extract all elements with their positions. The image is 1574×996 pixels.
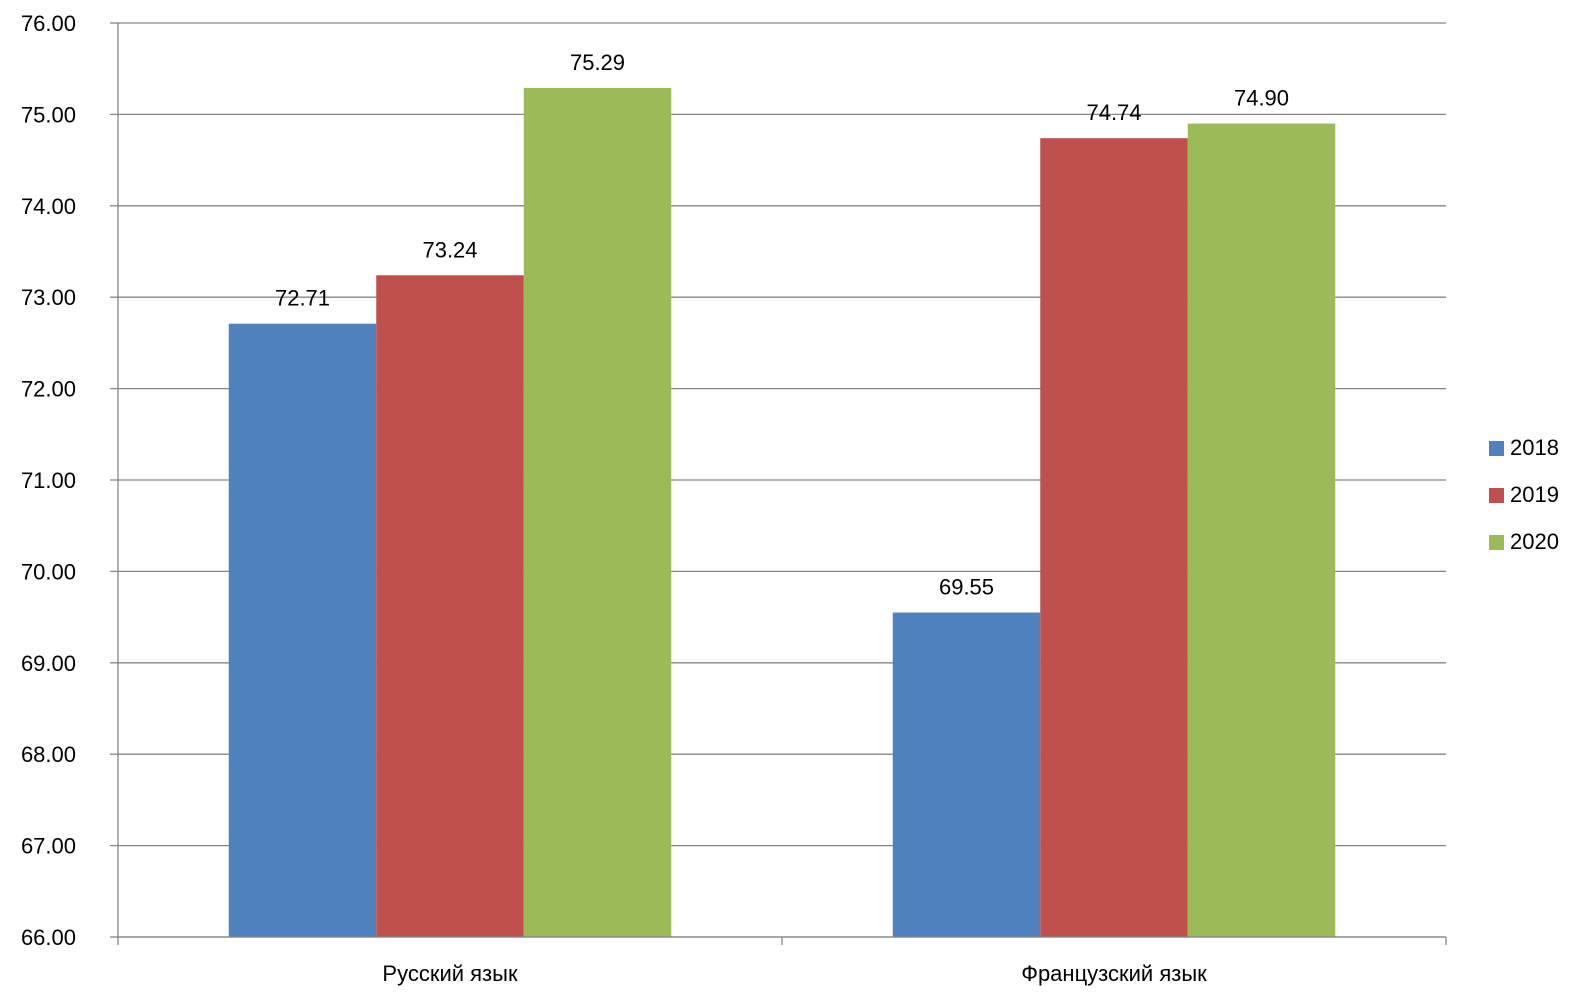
legend-swatch-2019 (1489, 488, 1504, 503)
legend: 2018 2019 2020 (1489, 435, 1559, 554)
data-label: 75.29 (570, 50, 625, 75)
legend-swatch-2018 (1489, 441, 1504, 456)
y-tick-label: 74.00 (21, 194, 76, 219)
bars (228, 87, 1336, 938)
bar-2019-russian (376, 275, 524, 937)
bar-2020-russian (523, 87, 672, 938)
y-tick-label: 73.00 (21, 285, 76, 310)
y-tick-label: 71.00 (21, 468, 76, 493)
bar-2018-russian (228, 323, 377, 937)
data-label: 72.71 (275, 286, 330, 311)
y-tick-label: 68.00 (21, 742, 76, 767)
y-tick-label: 67.00 (21, 834, 76, 859)
y-tick-label: 76.00 (21, 11, 76, 36)
data-label: 74.74 (1086, 100, 1141, 125)
legend-label-2019: 2019 (1510, 482, 1559, 507)
axes: 66.00 67.00 68.00 69.00 70.00 71.00 72.00 73.00… (21, 11, 1447, 986)
bar-2020-french (1187, 123, 1336, 938)
x-category-label: Французский язык (1021, 961, 1207, 986)
data-labels: 72.71 73.24 75.29 69.55 74.74 74.90 (275, 50, 1289, 600)
y-tick-label: 72.00 (21, 377, 76, 402)
data-label: 74.90 (1234, 86, 1289, 111)
legend-label-2020: 2020 (1510, 529, 1559, 554)
data-label: 69.55 (939, 575, 994, 600)
y-tick-label: 69.00 (21, 651, 76, 676)
data-label: 73.24 (422, 237, 477, 262)
bar-2018-french (892, 612, 1041, 937)
y-tick-label: 70.00 (21, 559, 76, 584)
y-tick-label: 75.00 (21, 102, 76, 127)
legend-swatch-2020 (1489, 535, 1504, 550)
y-tick-label: 66.00 (21, 925, 76, 950)
legend-label-2018: 2018 (1510, 435, 1559, 460)
x-category-label: Русский язык (382, 961, 518, 986)
bar-2019-french (1040, 138, 1188, 937)
